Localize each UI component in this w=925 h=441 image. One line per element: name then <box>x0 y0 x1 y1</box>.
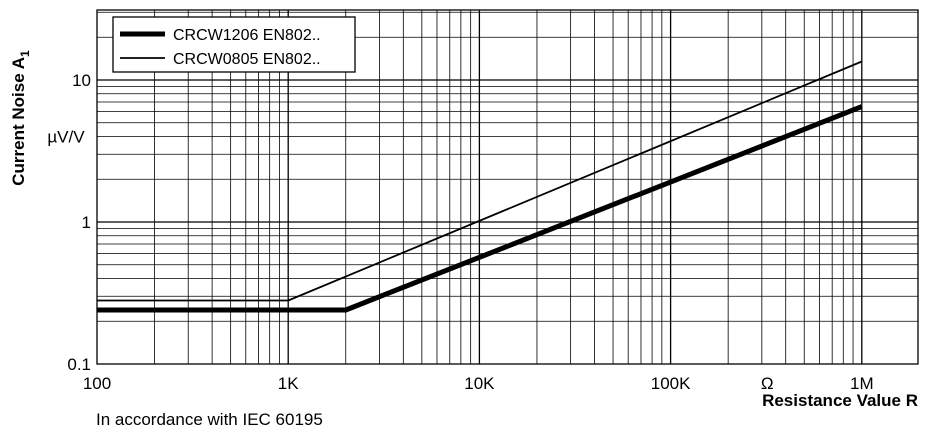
plot-frame <box>96 9 919 365</box>
y-tick-label: 10 <box>72 71 91 90</box>
y-tick-label: 0.1 <box>67 355 91 374</box>
y-axis-title-subscript: 1 <box>18 50 32 57</box>
series-line-2 <box>97 60 863 302</box>
y-tick-label: 1 <box>82 213 91 232</box>
y-axis-title-text: Current Noise A <box>9 57 28 186</box>
y-axis-title: Current Noise A1 <box>9 50 32 186</box>
legend: CRCW1206 EN802.. CRCW0805 EN802.. <box>112 16 356 73</box>
x-tick-label: 10K <box>464 374 495 393</box>
x-unit-label: Ω <box>761 374 774 393</box>
x-tick-label: 100 <box>83 374 111 393</box>
series-line-1 <box>97 104 863 313</box>
legend-box <box>112 16 356 73</box>
y-tick-labels: 0.1 1 10 <box>67 71 91 374</box>
legend-label-2: CRCW0805 EN802.. <box>173 51 321 68</box>
x-axis-title: Resistance Value R <box>762 391 918 410</box>
y-unit-label: µV/V <box>47 128 85 147</box>
x-tick-label: 1M <box>850 374 874 393</box>
x-tick-label: 100K <box>651 374 691 393</box>
x-tick-labels: 100 1K 10K 100K 1M <box>83 374 874 393</box>
x-tick-label: 1K <box>278 374 299 393</box>
series-lines <box>97 60 863 313</box>
legend-label-1: CRCW1206 EN802.. <box>173 27 321 44</box>
standard-note: In accordance with IEC 60195 <box>96 410 323 429</box>
